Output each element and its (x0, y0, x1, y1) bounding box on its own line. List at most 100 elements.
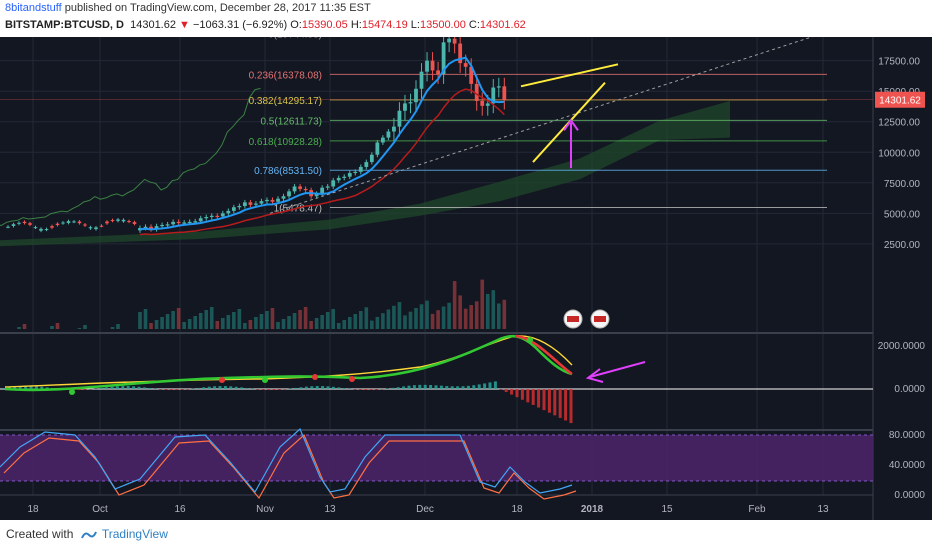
fib-retracement: 0(19744.98) 0.236(16378.08) 0.382(14295.17… (0, 37, 873, 214)
macd-line-falling (514, 334, 573, 376)
candle-body (121, 219, 126, 222)
macd-histogram-bar (45, 387, 49, 389)
macd-histogram-bar (24, 386, 28, 389)
arrow-up-head (563, 118, 579, 131)
candle-body (325, 186, 330, 188)
macd-histogram-bar (537, 389, 541, 408)
down-arrow-icon: ▼ (179, 19, 190, 31)
time-tick-label: 18 (27, 504, 39, 515)
price-tick-label: 5000.00 (884, 209, 921, 220)
macd-histogram-bar (337, 387, 341, 389)
macd-histogram-bar (240, 387, 244, 389)
volume-bar (154, 320, 159, 329)
volume-bar (359, 311, 363, 329)
candle-body (231, 207, 236, 211)
macd-cross-dot (69, 389, 75, 395)
volume-bar (314, 318, 319, 329)
macd-histogram-bar (445, 386, 449, 389)
candle-body (248, 202, 253, 205)
candle-body (287, 191, 291, 197)
candle-body (397, 110, 402, 127)
chart-grid (0, 37, 874, 520)
macd-histogram-bar (175, 389, 179, 390)
candle-body (77, 221, 82, 224)
volume-bar (243, 323, 247, 329)
candle-body (502, 86, 507, 100)
volume-bar (270, 308, 275, 329)
macd-histogram-bar (310, 386, 314, 389)
candle-body (369, 154, 374, 163)
macd-histogram-bar (456, 386, 460, 389)
candle-body (176, 221, 181, 224)
candle-body (480, 100, 485, 106)
ohlc-line: BITSTAMP:BTCUSD, D 14301.62 ▼ −1063.31 (… (5, 19, 526, 31)
volume-bar (143, 309, 148, 329)
arrow-left-shaft (589, 361, 646, 378)
candle-body (105, 221, 109, 224)
author-link[interactable]: 8bitandstuff (5, 2, 62, 14)
macd-histogram-bar (213, 386, 217, 389)
volume-bar (397, 302, 402, 329)
candle-body (226, 210, 231, 214)
macd-histogram-bar (34, 386, 38, 389)
candle-body (265, 199, 269, 202)
low-value: 13500.00 (419, 19, 466, 31)
time-tick-label: 16 (174, 504, 186, 515)
candle-body (237, 206, 242, 208)
candle-body (99, 225, 104, 227)
macd-histogram-bar (148, 388, 152, 389)
macd-histogram-bar (132, 386, 136, 389)
volume-bar (436, 310, 440, 329)
volume-bar (198, 313, 203, 329)
volume-bar (447, 302, 451, 329)
chart-axes: 22500.0020000.0017500.0015000.0012500.00… (27, 37, 925, 515)
tradingview-link[interactable]: TradingView (101, 527, 168, 541)
arrow-left-head (585, 368, 604, 383)
last-price: 14301.62 (130, 19, 176, 31)
macd-histogram-bar (245, 388, 249, 389)
macd-histogram-bar (358, 389, 362, 390)
candle-body (110, 220, 115, 222)
price-chart[interactable]: 0(19744.98) 0.236(16378.08) 0.382(14295.17… (0, 37, 932, 520)
macd-histogram-bar (331, 386, 335, 389)
candle-body (474, 83, 479, 101)
cloud-area (0, 100, 730, 247)
volume-bar (474, 301, 479, 329)
candle-body (496, 86, 501, 88)
volume-bar (22, 324, 27, 329)
price-tick-label: 10000.00 (878, 148, 920, 159)
candle-body (414, 88, 418, 103)
volume-bar (381, 313, 385, 329)
volume-bar (303, 307, 308, 329)
candlesticks (6, 37, 507, 233)
candle-body (61, 222, 65, 224)
volume-bar (320, 315, 324, 329)
volume-bar (248, 320, 253, 329)
macd-cross-dot (219, 377, 225, 383)
macd-histogram-bar (569, 389, 573, 424)
price-tick-label: 12500.00 (878, 118, 920, 129)
candle-body (458, 43, 463, 64)
volume-bar (259, 314, 264, 329)
macd-histogram-bar (115, 386, 119, 389)
candle-body (320, 187, 325, 194)
volume-bar (55, 323, 60, 329)
candle-body (72, 221, 76, 223)
macd-histogram-bar (272, 389, 276, 390)
volume-bar (209, 307, 214, 329)
volume-bar (165, 314, 170, 329)
candle-body (55, 223, 60, 226)
candle-body (17, 222, 21, 224)
candle-body (127, 221, 131, 223)
macd-histogram-bar (553, 389, 557, 416)
macd-histogram-bar (142, 387, 146, 389)
candle-body (276, 198, 280, 202)
tradingview-logo-icon (80, 531, 97, 539)
volume-bar (171, 311, 175, 329)
macd-histogram-bar (326, 386, 330, 389)
volume-bar (77, 328, 82, 329)
macd-histogram-bar (564, 389, 568, 421)
macd-histogram-bar (137, 386, 141, 389)
macd-histogram-bar (450, 386, 454, 389)
volume-bar (160, 317, 164, 329)
